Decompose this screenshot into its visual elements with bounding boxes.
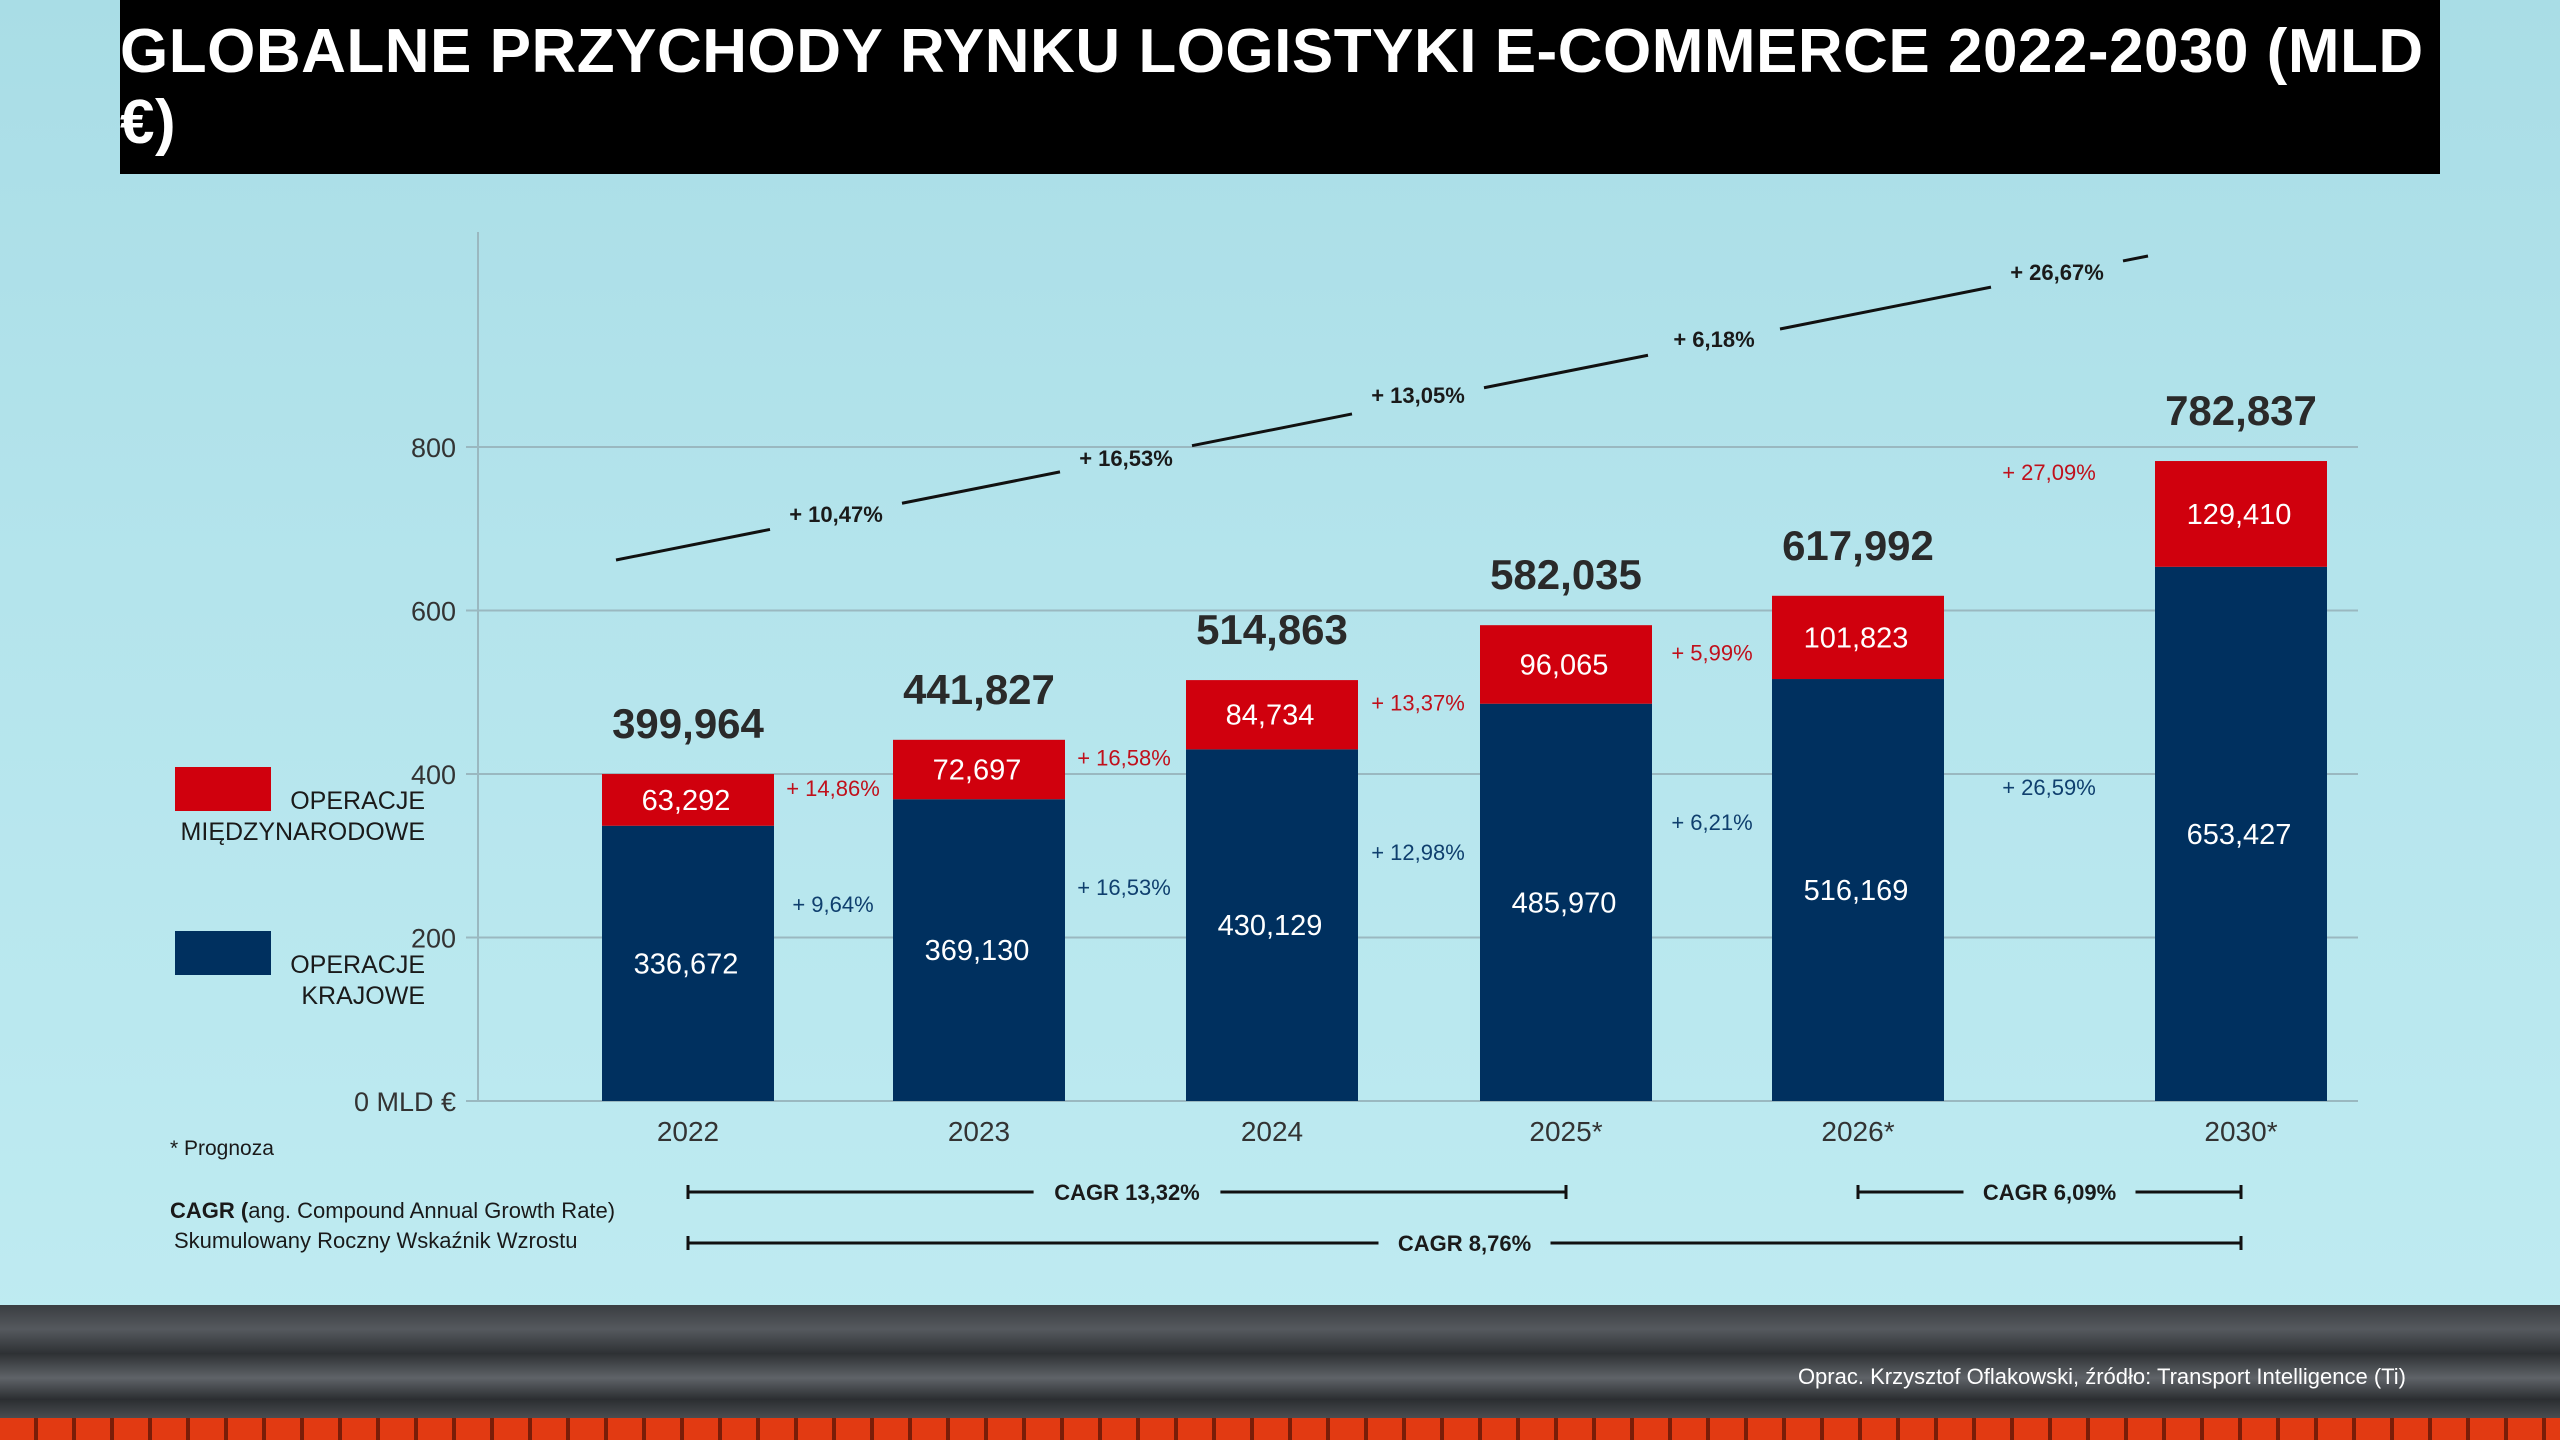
data-label-domestic: 336,672 xyxy=(634,948,739,980)
growth-total-label: + 13,05% xyxy=(1371,383,1465,408)
data-label-total: 441,827 xyxy=(903,666,1055,713)
legend-domestic-label: OPERACJE KRAJOWE xyxy=(290,951,425,1010)
growth-international-label: + 16,58% xyxy=(1077,746,1171,771)
y-tick-label: 400 xyxy=(411,760,456,790)
growth-domestic-label: + 12,98% xyxy=(1371,840,1465,865)
bar-domestic xyxy=(1480,703,1652,1101)
legend-domestic-swatch xyxy=(175,931,271,975)
growth-international-label: + 13,37% xyxy=(1371,691,1465,716)
growth-total-label: + 10,47% xyxy=(789,502,883,527)
forecast-note: * Prognoza xyxy=(170,1137,274,1160)
trend-line-segment xyxy=(901,470,1061,505)
x-tick-label: 2030* xyxy=(2204,1116,2277,1147)
growth-domestic-label: + 6,21% xyxy=(1671,810,1752,835)
data-label-international: 84,734 xyxy=(1226,700,1315,732)
x-tick-label: 2025* xyxy=(1529,1116,1602,1147)
growth-international-label: + 14,86% xyxy=(786,776,880,801)
bar-international xyxy=(1480,625,1652,704)
data-label-total: 617,992 xyxy=(1782,522,1934,569)
x-tick-label: 2022 xyxy=(657,1116,719,1147)
trend-line-segment xyxy=(1191,412,1353,448)
cagr-explanation: CAGR (ang. Compound Annual Growth Rate) … xyxy=(170,1196,615,1256)
data-label-total: 782,837 xyxy=(2165,387,2317,434)
trend-line-segment xyxy=(2122,254,2149,263)
title-bar: GLOBALNE PRZYCHODY RYNKU LOGISTYKI E-COM… xyxy=(120,0,2440,174)
growth-total-label: + 26,67% xyxy=(2010,260,2104,285)
data-label-total: 514,863 xyxy=(1196,606,1348,653)
growth-domestic-label: + 26,59% xyxy=(2002,775,2096,800)
bar-domestic xyxy=(2155,566,2327,1101)
growth-domestic-label: + 9,64% xyxy=(792,892,873,917)
x-tick-label: 2026* xyxy=(1821,1116,1894,1147)
bar-domestic xyxy=(602,825,774,1101)
data-label-international: 129,410 xyxy=(2187,499,2292,531)
data-label-domestic: 516,169 xyxy=(1804,875,1909,907)
bar-international xyxy=(1772,595,1944,680)
cagr-span-label: CAGR 13,32% xyxy=(1054,1180,1200,1205)
data-label-domestic: 653,427 xyxy=(2187,819,2292,851)
data-label-international: 101,823 xyxy=(1804,622,1909,654)
trend-line-segment xyxy=(1779,285,1992,331)
data-label-domestic: 369,130 xyxy=(925,935,1030,967)
y-tick-label: 200 xyxy=(411,924,456,954)
bar-international xyxy=(893,739,1065,800)
data-label-international: 72,697 xyxy=(933,755,1022,787)
growth-total-label: + 6,18% xyxy=(1673,327,1754,352)
chart: 0 MLD € 200 400 600 800 336,672 63,292 399,964 2… xyxy=(354,232,2358,1256)
data-label-total: 399,964 xyxy=(612,700,764,747)
bar-domestic xyxy=(893,799,1065,1101)
data-label-total: 582,035 xyxy=(1490,551,1642,598)
cagr-term: CAGR ( xyxy=(170,1198,249,1223)
legend-international-swatch xyxy=(175,767,271,811)
chart-title: GLOBALNE PRZYCHODY RYNKU LOGISTYKI E-COM… xyxy=(120,17,2424,157)
data-label-domestic: 485,970 xyxy=(1512,887,1617,919)
bar-domestic xyxy=(1772,679,1944,1101)
y-tick-label: 800 xyxy=(411,433,456,463)
background-stripes xyxy=(0,1418,2560,1440)
source-credit: Oprac. Krzysztof Oflakowski, źródło: Tra… xyxy=(1797,1364,2406,1389)
cagr-span-label: CAGR 8,76% xyxy=(1398,1231,1531,1256)
data-label-international: 96,065 xyxy=(1520,649,1609,681)
growth-domestic-label: + 16,53% xyxy=(1077,875,1171,900)
trend-line-segment xyxy=(1483,353,1649,390)
x-tick-label: 2024 xyxy=(1241,1116,1303,1147)
data-label-international: 63,292 xyxy=(642,785,731,817)
trend-line-segment xyxy=(615,527,771,562)
data-label-domestic: 430,129 xyxy=(1218,910,1323,942)
bar-international xyxy=(602,774,774,826)
cagr-english: ang. Compound Annual Growth Rate) xyxy=(248,1198,616,1223)
bar-international xyxy=(2155,461,2327,567)
cagr-polish: Skumulowany Roczny Wskaźnik Wzrostu xyxy=(174,1228,578,1253)
cagr-span-label: CAGR 6,09% xyxy=(1983,1180,2116,1205)
bar-domestic xyxy=(1186,749,1358,1101)
growth-total-label: + 16,53% xyxy=(1079,446,1173,471)
x-tick-label: 2023 xyxy=(948,1116,1010,1147)
y-tick-label: 0 MLD € xyxy=(354,1087,456,1117)
growth-international-label: + 5,99% xyxy=(1671,640,1752,665)
bar-international xyxy=(1186,680,1358,750)
background-roof-band xyxy=(0,1305,2560,1440)
growth-international-label: + 27,09% xyxy=(2002,460,2096,485)
y-tick-label: 600 xyxy=(411,597,456,627)
legend-international-label: OPERACJE MIĘDZYNARODOWE xyxy=(180,787,425,846)
